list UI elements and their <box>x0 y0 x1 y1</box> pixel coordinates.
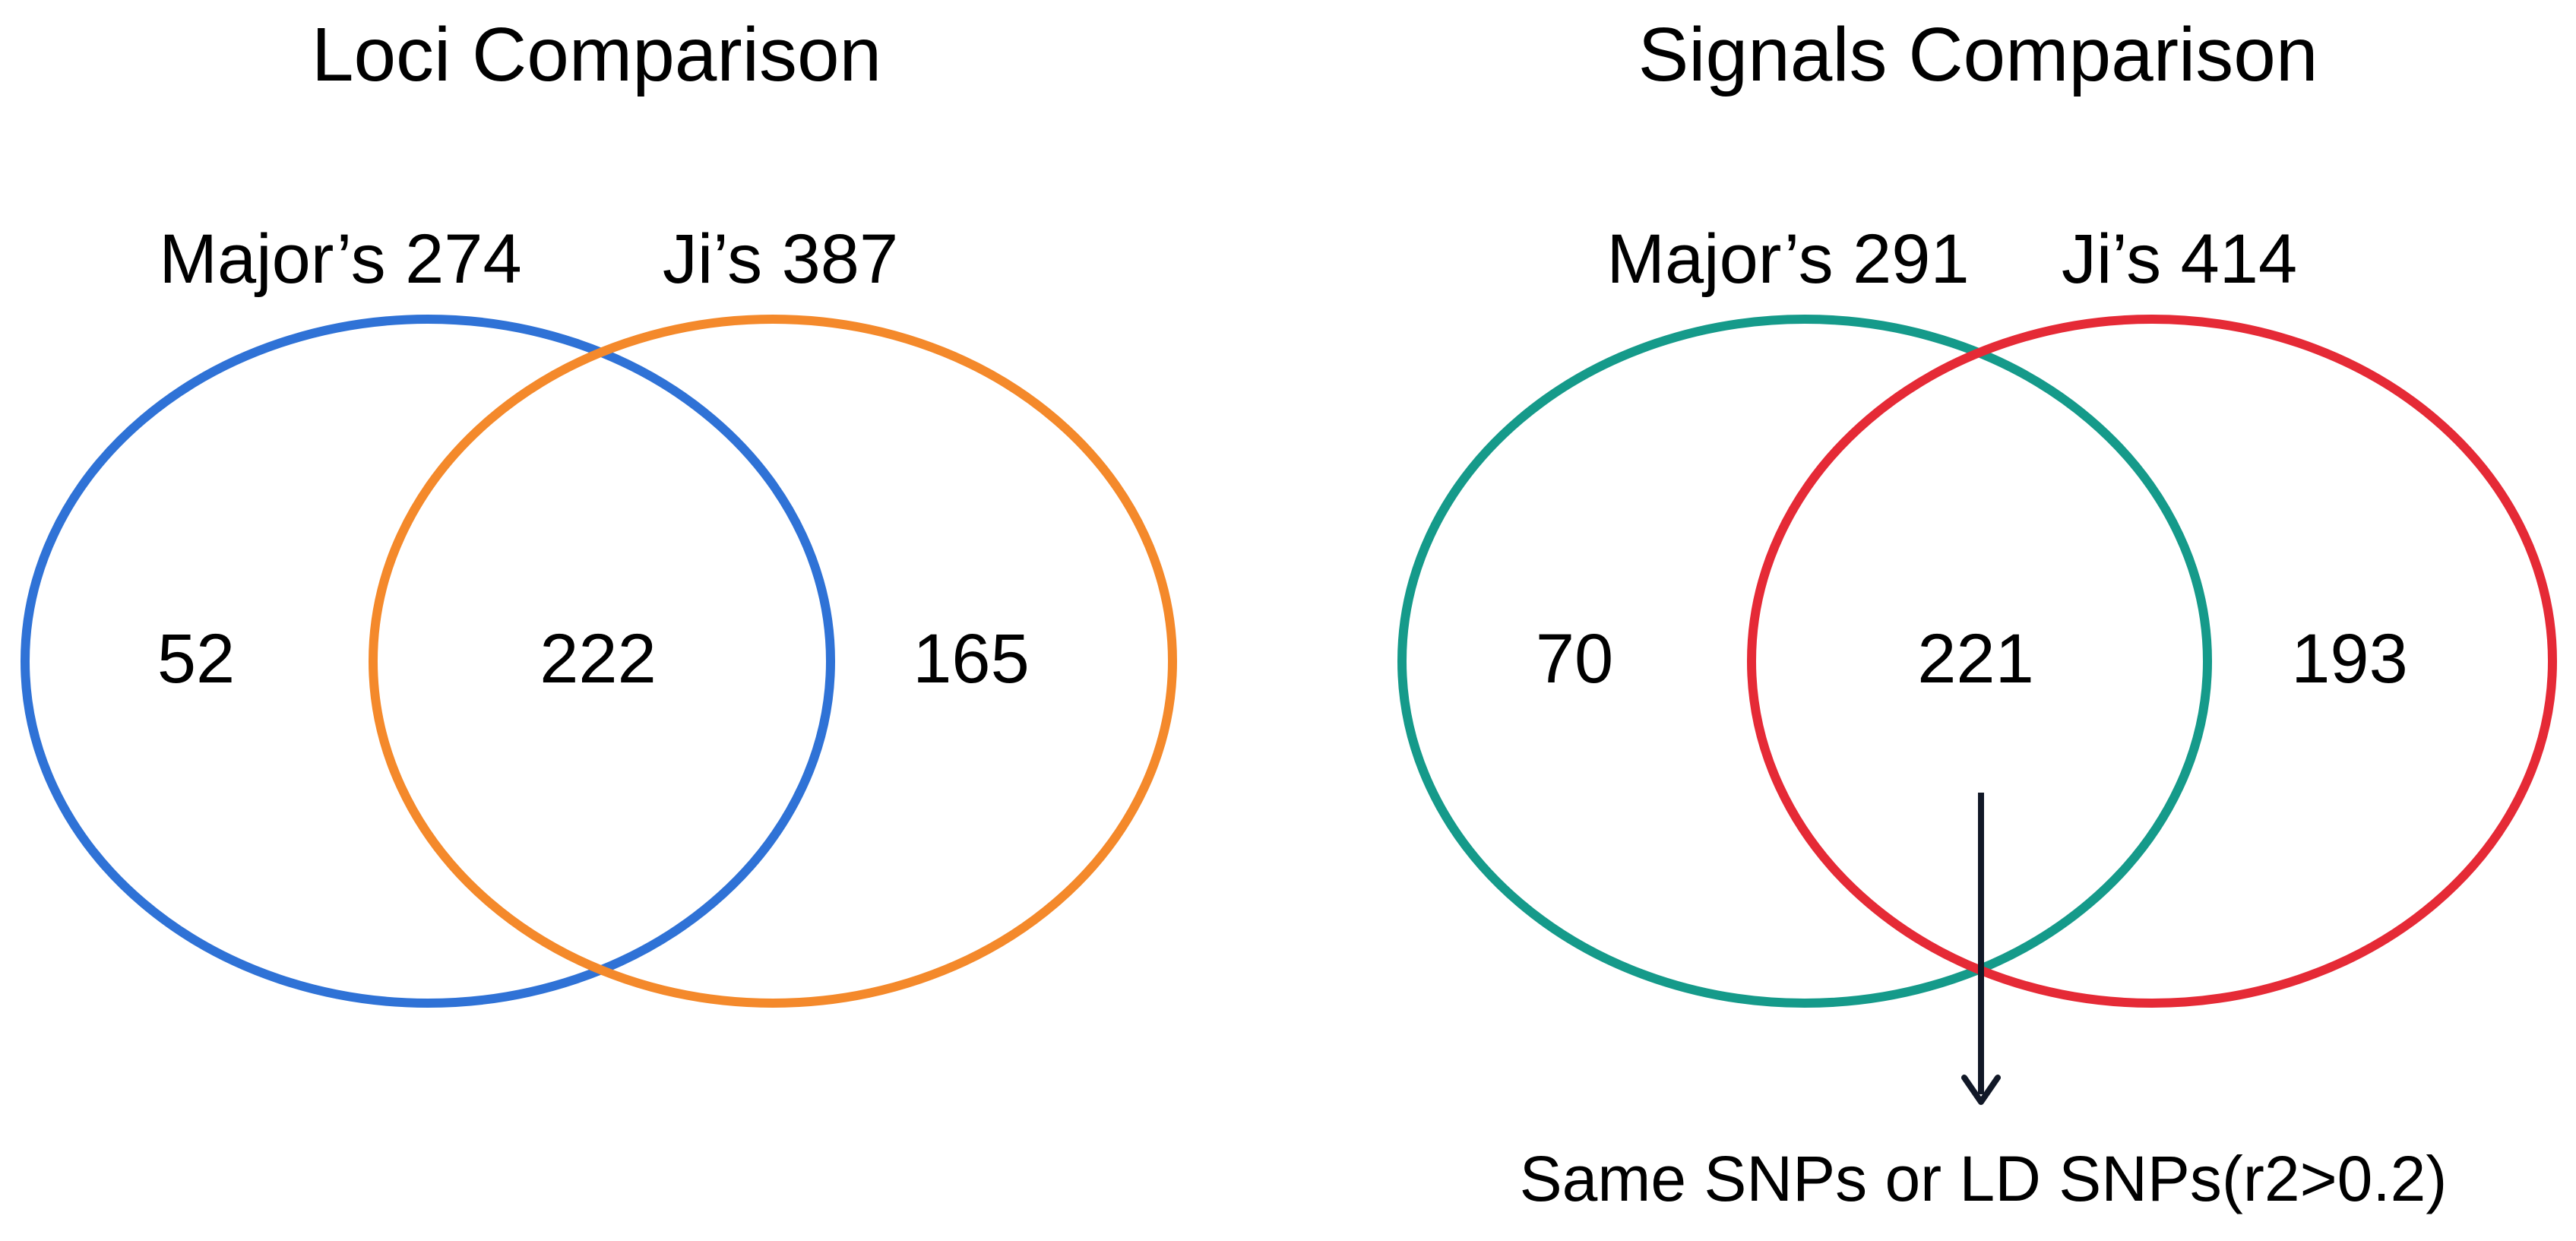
loci-intersection-count: 222 <box>540 620 657 698</box>
loci-venn: Loci Comparison Major’s 274 Ji’s 387 52 … <box>21 12 1177 1008</box>
annotation-arrow-head <box>1961 1075 2001 1105</box>
annotation-label: Same SNPs or LD SNPs(r2>0.2) <box>1520 1143 2448 1214</box>
signals-title: Signals Comparison <box>1638 12 2318 97</box>
loci-set-b-label: Ji’s 387 <box>663 220 898 298</box>
loci-set-a-circle <box>21 315 835 1008</box>
signals-only-a-count: 70 <box>1536 620 1613 698</box>
signals-intersection-count: 221 <box>1917 620 2034 698</box>
signals-venn: Signals Comparison Major’s 291 Ji’s 414 … <box>1397 12 2557 1214</box>
signals-set-a-circle <box>1397 315 2212 1008</box>
loci-title: Loci Comparison <box>312 12 881 97</box>
signals-only-b-count: 193 <box>2291 620 2408 698</box>
loci-only-b-count: 165 <box>913 620 1030 698</box>
signals-set-b-circle <box>1747 315 2557 1008</box>
signals-set-b-label: Ji’s 414 <box>2062 220 2297 298</box>
loci-set-b-circle <box>369 315 1177 1008</box>
loci-set-a-label: Major’s 274 <box>159 220 521 298</box>
signals-set-a-label: Major’s 291 <box>1606 220 1969 298</box>
loci-only-a-count: 52 <box>157 620 235 698</box>
